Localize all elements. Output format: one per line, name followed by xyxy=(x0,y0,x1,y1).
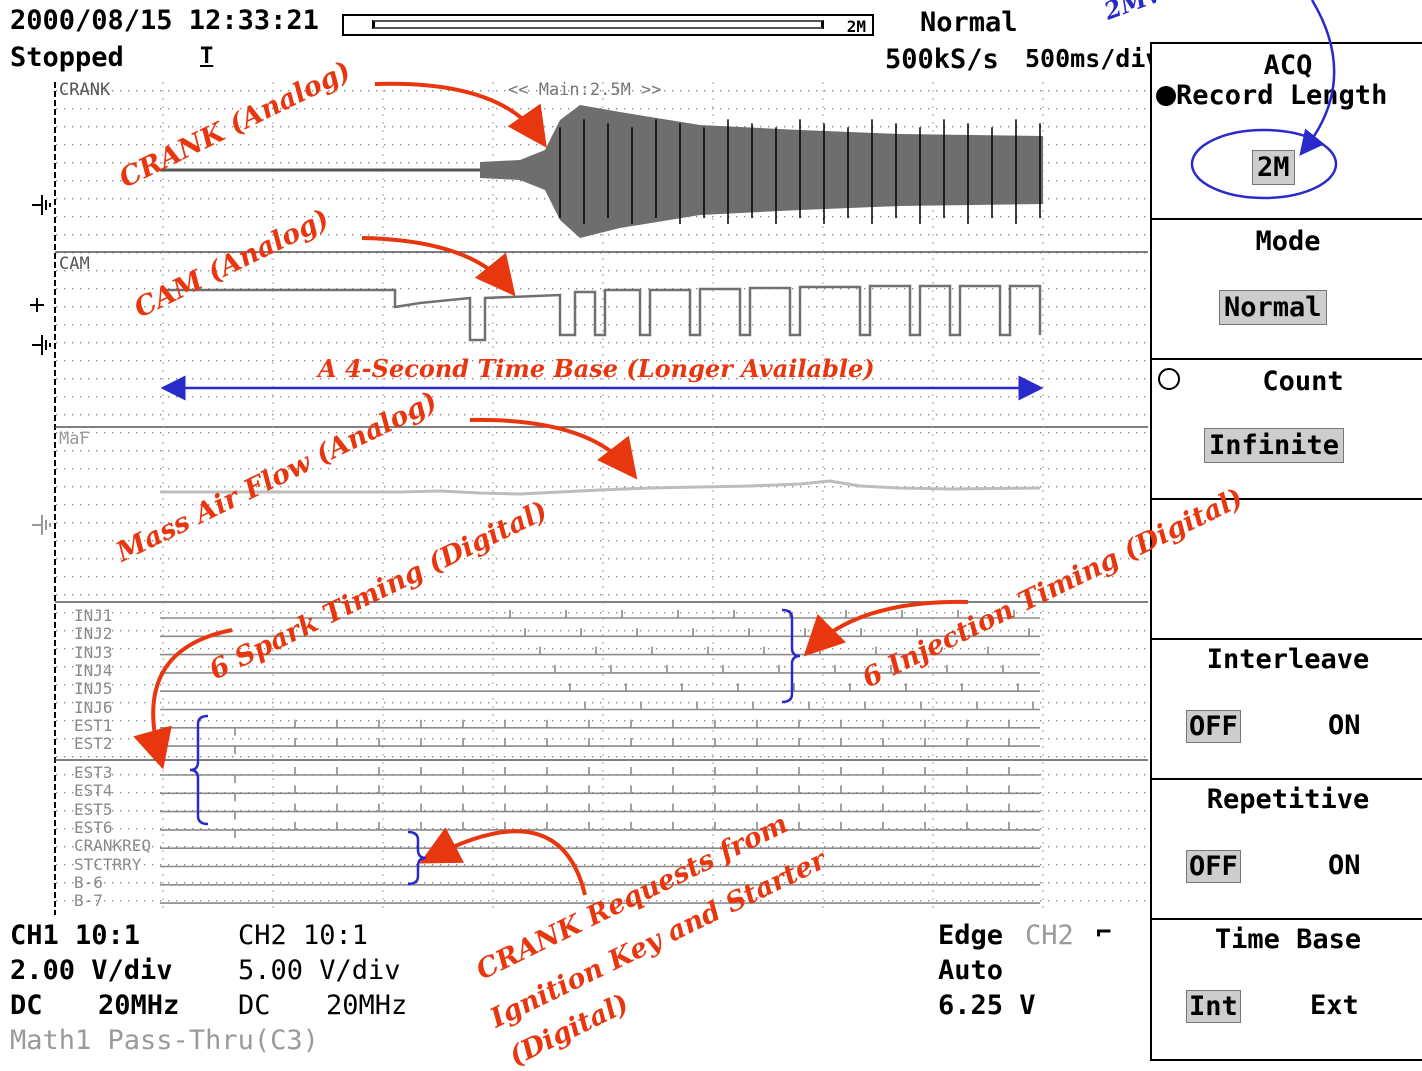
ch2-probe: CH2 10:1 xyxy=(238,920,369,951)
logic-label-est4: EST4 xyxy=(74,781,113,801)
count-value[interactable]: Infinite xyxy=(1204,428,1345,463)
interleave-off[interactable]: OFF xyxy=(1186,710,1241,743)
trigger-source: CH2 xyxy=(1025,920,1074,951)
record-length-label: Record Length xyxy=(1152,80,1422,111)
repetitive-off[interactable]: OFF xyxy=(1186,850,1241,883)
logic-label-inj4: INJ4 xyxy=(74,660,113,680)
count-label: Count xyxy=(1262,366,1344,397)
logic-label-crankreq: CRANKREQ xyxy=(74,836,152,856)
ch2-scale: 5.00 V/div xyxy=(238,955,401,986)
record-window-indicator xyxy=(372,20,824,29)
cam-channel-label: CAM xyxy=(59,254,90,274)
logic-label-stctrry: STCTRRY xyxy=(74,854,142,874)
cam-waveform xyxy=(160,284,1042,342)
time-base-int[interactable]: Int xyxy=(1186,990,1241,1023)
math-channel: Math1 Pass-Thru(C3) xyxy=(10,1025,319,1056)
datetime: 2000/08/15 12:33:21 xyxy=(10,5,319,36)
acq-menu: ACQ Record Length 2M Mode Normal Count I… xyxy=(1150,42,1422,1061)
ground-markers xyxy=(30,195,51,535)
interleave-label: Interleave xyxy=(1206,644,1370,675)
menu-repetitive[interactable]: Repetitive OFF ON xyxy=(1152,780,1422,920)
trigger-position-marker: T xyxy=(200,44,214,69)
menu-mode[interactable]: Mode Normal xyxy=(1152,220,1422,360)
record-length-value[interactable]: 2M xyxy=(1252,150,1295,185)
record-bar-label: 2M xyxy=(846,17,866,36)
time-per-div: 500ms/div xyxy=(1025,44,1161,73)
mode-label: Mode xyxy=(1255,226,1321,257)
ch1-probe: CH1 10:1 xyxy=(10,920,141,951)
time-base-label: Time Base xyxy=(1214,924,1362,955)
logic-label-est3: EST3 xyxy=(74,763,113,782)
ch1-bandwidth: 20MHz xyxy=(98,990,180,1021)
repetitive-on[interactable]: ON xyxy=(1328,850,1361,881)
logic-traces xyxy=(160,610,1040,904)
trigger-slope-icon: ⌐ xyxy=(1096,918,1112,948)
logic-label-inj6: INJ6 xyxy=(74,697,113,717)
trigger-mode: Auto xyxy=(938,955,1004,986)
menu-title: ACQ xyxy=(1263,50,1313,81)
logic-label-est1: EST1 xyxy=(74,715,113,735)
timer-icon xyxy=(1158,368,1180,390)
repetitive-label: Repetitive xyxy=(1206,784,1370,815)
ch2-bandwidth: 20MHz xyxy=(326,990,408,1021)
waveform-display[interactable] xyxy=(0,0,1150,920)
menu-time-base[interactable]: Time Base Int Ext xyxy=(1152,920,1422,1058)
menu-blank xyxy=(1152,500,1422,640)
ch1-coupling: DC xyxy=(10,990,43,1021)
ch1-scale: 2.00 V/div xyxy=(10,955,173,986)
logic-label-est6: EST6 xyxy=(74,817,113,837)
run-status: Stopped xyxy=(10,42,124,73)
sample-rate: 500kS/s xyxy=(885,44,999,75)
interleave-on[interactable]: ON xyxy=(1328,710,1361,741)
crank-waveform xyxy=(160,105,1043,238)
menu-interleave[interactable]: Interleave OFF ON xyxy=(1152,640,1422,780)
menu-count[interactable]: Count Infinite xyxy=(1152,360,1422,500)
ch2-coupling: DC xyxy=(238,990,271,1021)
record-position-bar[interactable]: 2M xyxy=(342,14,874,36)
acquisition-mode: Normal xyxy=(920,7,1018,38)
logic-label-est2: EST2 xyxy=(74,734,113,754)
time-base-ext[interactable]: Ext xyxy=(1310,990,1359,1021)
logic-label-b-6: B-6 xyxy=(74,872,103,892)
jog-knob-icon xyxy=(1156,86,1176,106)
logic-label-b-7: B-7 xyxy=(74,891,103,911)
main-zoom-label: << Main:2.5M >> xyxy=(508,80,662,100)
menu-record-length[interactable]: ACQ Record Length 2M xyxy=(1152,44,1422,220)
logic-label-inj1: INJ1 xyxy=(74,606,113,625)
logic-label-inj3: INJ3 xyxy=(74,642,113,662)
trigger-type: Edge xyxy=(938,920,1004,951)
logic-label-est5: EST5 xyxy=(74,799,113,819)
logic-label-inj2: INJ2 xyxy=(74,624,113,644)
crank-request-annotation-3: (Digital) xyxy=(504,988,633,1071)
maf-channel-label: MaF xyxy=(59,429,90,449)
mode-value[interactable]: Normal xyxy=(1219,290,1327,325)
maf-waveform xyxy=(160,479,1041,496)
trigger-level: 6.25 V xyxy=(938,990,1036,1021)
crank-channel-label: CRANK xyxy=(59,80,111,100)
logic-label-inj5: INJ5 xyxy=(74,679,113,699)
